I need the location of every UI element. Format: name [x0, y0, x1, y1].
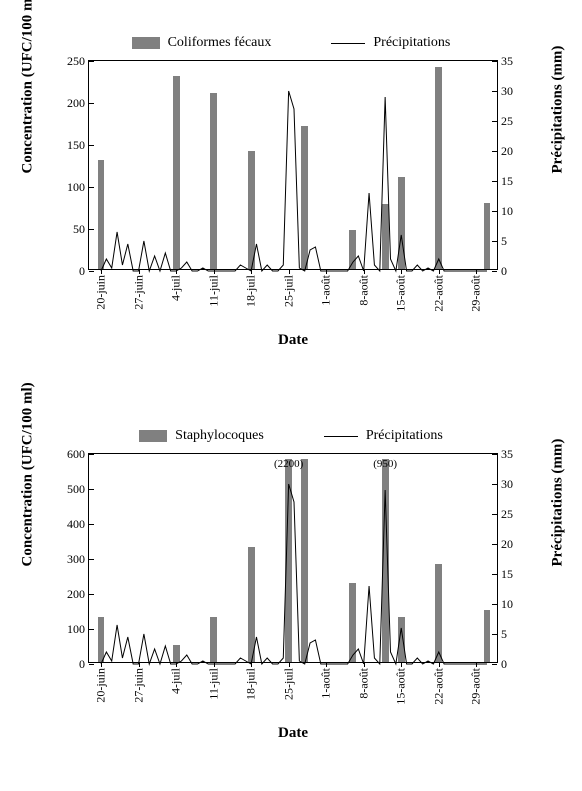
- ytick-left-label: 0: [79, 658, 85, 670]
- chart-coliformes-legend: Coliformes fécaux Précipitations: [0, 32, 582, 54]
- chart-coliformes-ylabel-right: Précipitations (mm): [550, 154, 567, 174]
- chart-coliformes-plot: 0501001502002500510152025303520-juin27-j…: [88, 60, 498, 270]
- ytick-right-label: 5: [501, 628, 507, 640]
- ytick-left-mark: [89, 664, 94, 665]
- ytick-left-label: 250: [67, 55, 85, 67]
- ytick-right-label: 10: [501, 205, 513, 217]
- xtick-label: 4-juil: [169, 275, 184, 301]
- chart-coliformes-line-layer: [89, 61, 499, 271]
- xtick-label: 29-août: [469, 668, 484, 705]
- precipitation-polyline: [101, 484, 487, 664]
- ytick-left-label: 0: [79, 265, 85, 277]
- ytick-left-label: 50: [73, 223, 85, 235]
- legend-swatch-line: [324, 436, 358, 437]
- ytick-right-label: 25: [501, 115, 513, 127]
- ytick-right-label: 20: [501, 538, 513, 550]
- figure-stage: { "colors": { "bar": "#808080", "line": …: [0, 0, 582, 791]
- ytick-right-label: 35: [501, 448, 513, 460]
- xtick-label: 15-août: [394, 275, 409, 312]
- ytick-right-label: 35: [501, 55, 513, 67]
- chart-staphylocoques-plot: 01002003004005006000510152025303520-juin…: [88, 453, 498, 663]
- chart-staphylocoques-legend: Staphylocoques Précipitations: [0, 425, 582, 447]
- legend-entry-line: Précipitations: [331, 35, 450, 51]
- xtick-label: 8-août: [356, 275, 371, 306]
- ytick-right-label: 15: [501, 175, 513, 187]
- ytick-right-mark: [492, 271, 497, 272]
- ytick-right-mark: [492, 664, 497, 665]
- xtick-label: 25-juil: [281, 275, 296, 307]
- xtick-label: 4-juil: [169, 668, 184, 694]
- ytick-left-label: 100: [67, 623, 85, 635]
- ytick-left-label: 500: [67, 483, 85, 495]
- ytick-left-label: 150: [67, 139, 85, 151]
- ytick-right-label: 20: [501, 145, 513, 157]
- ytick-left-label: 300: [67, 553, 85, 565]
- legend-label-line: Précipitations: [373, 35, 450, 51]
- chart-staphylocoques-line-layer: [89, 454, 499, 664]
- chart-coliformes-wrap: 0501001502002500510152025303520-juin27-j…: [88, 60, 498, 270]
- ytick-right-label: 30: [501, 478, 513, 490]
- legend-label-bar: Staphylocoques: [175, 428, 264, 444]
- xtick-label: 20-juin: [94, 275, 109, 310]
- xtick-label: 25-juil: [281, 668, 296, 700]
- ytick-right-label: 25: [501, 508, 513, 520]
- legend-label-bar: Coliformes fécaux: [168, 35, 272, 51]
- ytick-right-label: 15: [501, 568, 513, 580]
- chart-staphylocoques-ylabel-right: Précipitations (mm): [550, 547, 567, 567]
- legend-swatch-line: [331, 43, 365, 44]
- chart-staphylocoques-xlabel: Date: [278, 725, 308, 742]
- legend-swatch-bar: [132, 37, 160, 49]
- xtick-label: 1-août: [319, 668, 334, 699]
- xtick-label: 29-août: [469, 275, 484, 312]
- ytick-right-label: 0: [501, 658, 507, 670]
- ytick-right-label: 30: [501, 85, 513, 97]
- ytick-left-label: 400: [67, 518, 85, 530]
- ytick-right-label: 5: [501, 235, 507, 247]
- chart-staphylocoques-ylabel-left: Concentration (UFC/100 ml): [20, 547, 37, 567]
- ytick-right-label: 0: [501, 265, 507, 277]
- xtick-label: 11-juil: [206, 668, 221, 700]
- chart-coliformes-ylabel-left: Concentration (UFC/100 ml): [20, 154, 37, 174]
- ytick-left-label: 200: [67, 97, 85, 109]
- xtick-label: 22-août: [431, 275, 446, 312]
- xtick-label: 1-août: [319, 275, 334, 306]
- xtick-label: 18-juil: [244, 668, 259, 700]
- ytick-left-label: 100: [67, 181, 85, 193]
- legend-entry-line: Précipitations: [324, 428, 443, 444]
- xtick-label: 20-juin: [94, 668, 109, 703]
- chart-coliformes-xlabel: Date: [278, 332, 308, 349]
- xtick-label: 18-juil: [244, 275, 259, 307]
- ytick-left-label: 600: [67, 448, 85, 460]
- legend-entry-bar: Coliformes fécaux: [132, 35, 272, 51]
- xtick-label: 15-août: [394, 668, 409, 705]
- ytick-right-label: 10: [501, 598, 513, 610]
- legend-swatch-bar: [139, 430, 167, 442]
- precipitation-polyline: [101, 91, 487, 271]
- ytick-left-label: 200: [67, 588, 85, 600]
- xtick-label: 11-juil: [206, 275, 221, 307]
- chart-staphylocoques-wrap: 01002003004005006000510152025303520-juin…: [88, 453, 498, 663]
- xtick-label: 27-juin: [131, 275, 146, 310]
- xtick-label: 8-août: [356, 668, 371, 699]
- xtick-label: 22-août: [431, 668, 446, 705]
- legend-entry-bar: Staphylocoques: [139, 428, 264, 444]
- xtick-label: 27-juin: [131, 668, 146, 703]
- legend-label-line: Précipitations: [366, 428, 443, 444]
- ytick-left-mark: [89, 271, 94, 272]
